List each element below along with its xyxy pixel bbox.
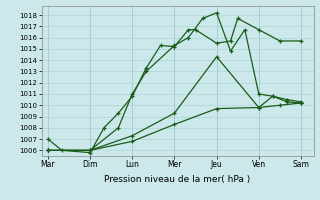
X-axis label: Pression niveau de la mer( hPa ): Pression niveau de la mer( hPa ): [104, 175, 251, 184]
